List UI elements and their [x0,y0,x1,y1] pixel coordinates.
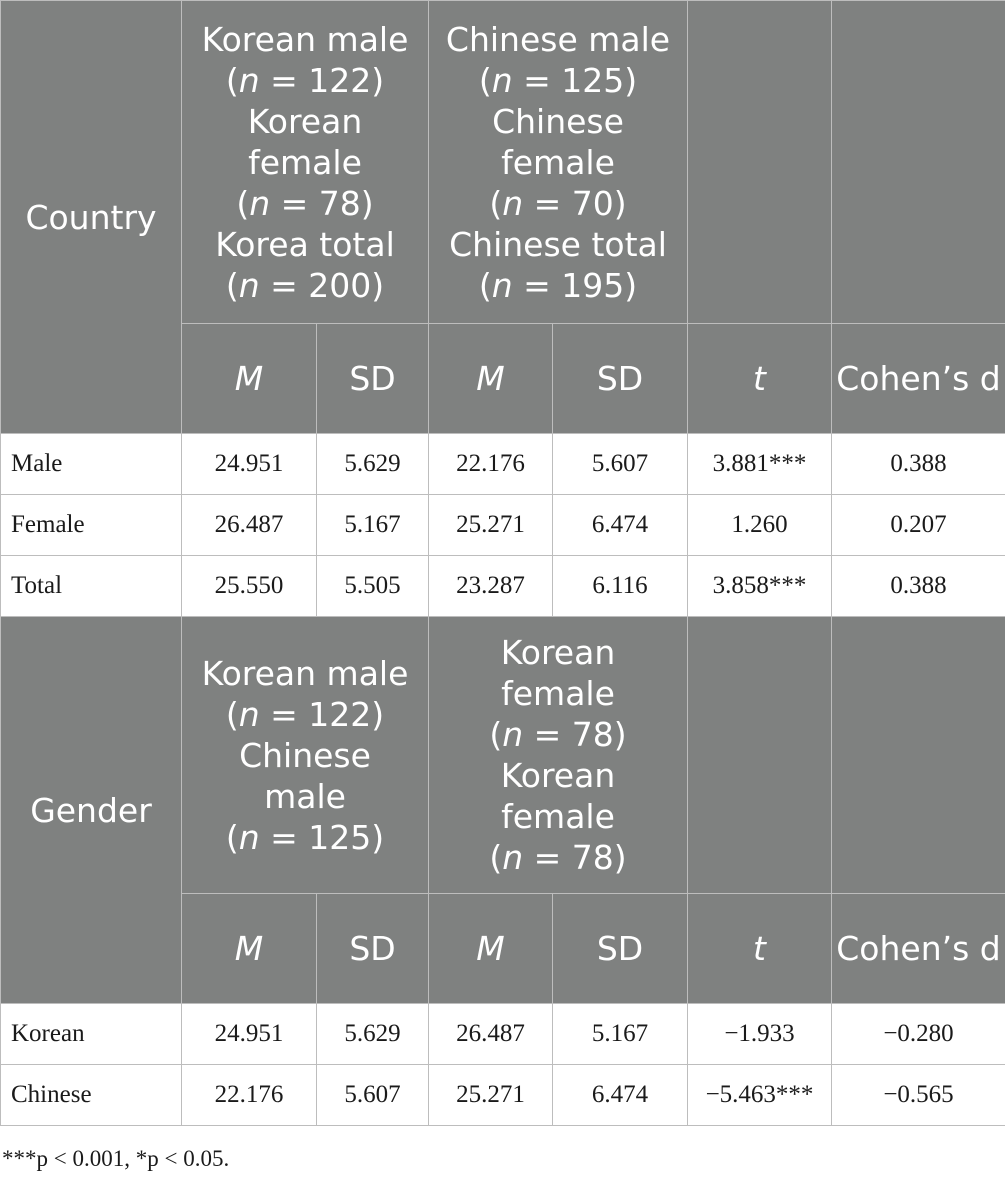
cell-sd1: 5.167 [316,494,429,556]
table-row: Chinese 22.176 5.607 25.271 6.474 −5.463… [0,1064,1005,1126]
cell-cohens-d: 0.388 [831,555,1005,617]
cell-m2: 23.287 [428,555,553,617]
country-group1-header: Korean male (n = 122) Korean female (n =… [181,0,429,324]
cell-t: −1.933 [687,1003,833,1065]
cell-m1: 22.176 [181,1064,317,1126]
row-label: Korean [0,1003,182,1065]
cell-t: −5.463*** [687,1064,833,1126]
gender-stat-cohens-d: Cohen’s d [831,893,1005,1004]
country-stat-m2: M [428,323,553,434]
cell-t: 3.881*** [687,433,833,495]
table-row: Female 26.487 5.167 25.271 6.474 1.260 0… [0,494,1005,556]
cell-m2: 26.487 [428,1003,553,1065]
cell-sd2: 6.474 [551,494,689,556]
cell-sd2: 6.474 [551,1064,689,1126]
gender-stat-m2: M [428,893,553,1004]
row-label: Total [0,555,182,617]
gender-header-blank-t [687,616,833,894]
cell-t: 1.260 [687,494,833,556]
country-stat-sd2: SD [551,323,689,434]
cell-sd2: 6.116 [551,555,689,617]
cell-sd1: 5.629 [316,1003,429,1065]
row-label: Female [0,494,182,556]
country-stat-sd1: SD [316,323,429,434]
cell-m1: 26.487 [181,494,317,556]
gender-stat-m1: M [181,893,317,1004]
country-header-blank-d [831,0,1005,324]
country-group1-n: (n = 122) [225,60,385,100]
cell-sd1: 5.607 [316,1064,429,1126]
gender-group1-header: Korean male (n = 122) Chinese male (n = … [181,616,429,894]
comparison-table: Country Korean male (n = 122) Korean fem… [0,0,1005,1126]
cell-m2: 25.271 [428,494,553,556]
cell-sd1: 5.505 [316,555,429,617]
gender-stat-sd2: SD [551,893,689,1004]
row-label: Male [0,433,182,495]
cell-m1: 25.550 [181,555,317,617]
country-stat-t: t [687,323,833,434]
cell-sd1: 5.629 [316,433,429,495]
country-section-label: Country [0,0,182,434]
row-label: Chinese [0,1064,182,1126]
table-footnote: ***p < 0.001, *p < 0.05. [2,1146,230,1171]
cell-m1: 24.951 [181,1003,317,1065]
country-group2-header: Chinese male (n = 125) Chinese female (n… [427,0,689,324]
cell-sd2: 5.607 [551,433,689,495]
gender-group2-header: Korean female (n = 78) Korean female (n … [427,616,689,894]
cell-m2: 25.271 [428,1064,553,1126]
cell-t: 3.858*** [687,555,833,617]
cell-cohens-d: −0.280 [831,1003,1005,1065]
gender-section-label: Gender [0,616,182,1004]
gender-stat-t: t [687,893,833,1004]
gender-stat-sd1: SD [316,893,429,1004]
country-header-blank-t [687,0,833,324]
cell-cohens-d: 0.388 [831,433,1005,495]
cell-m2: 22.176 [428,433,553,495]
country-stat-cohens-d: Cohen’s d [831,323,1005,434]
table-row: Male 24.951 5.629 22.176 5.607 3.881*** … [0,433,1005,495]
cell-sd2: 5.167 [551,1003,689,1065]
table-row: Total 25.550 5.505 23.287 6.116 3.858***… [0,555,1005,617]
country-stat-m1: M [181,323,317,434]
gender-header-blank-d [831,616,1005,894]
cell-cohens-d: −0.565 [831,1064,1005,1126]
cell-m1: 24.951 [181,433,317,495]
table-row: Korean 24.951 5.629 26.487 5.167 −1.933 … [0,1003,1005,1065]
cell-cohens-d: 0.207 [831,494,1005,556]
